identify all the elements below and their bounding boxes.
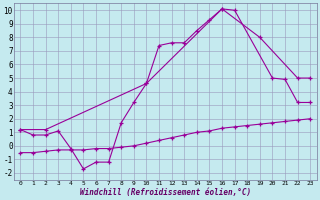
- X-axis label: Windchill (Refroidissement éolien,°C): Windchill (Refroidissement éolien,°C): [80, 188, 251, 197]
